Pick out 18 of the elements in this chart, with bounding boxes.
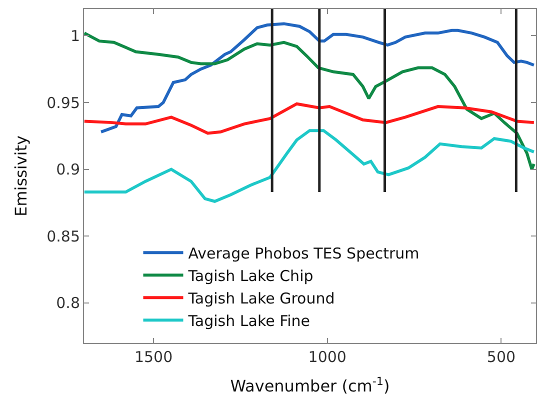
y-tick-label: 0.8 [56,294,80,312]
legend-label: Tagish Lake Fine [187,312,310,330]
legend-label: Tagish Lake Chip [187,266,314,285]
line-series [84,102,536,135]
line-series [100,22,536,134]
x-tick-label: 1500 [134,348,173,366]
y-tick-label: 0.85 [46,227,80,246]
x-axis-title: Wavenumber (cm$^{-1}$) [230,374,390,396]
y-tick-label: 1 [70,26,80,45]
legend-label: Average Phobos TES Spectrum [188,244,420,262]
y-tick-label: 0.95 [46,94,80,112]
x-tick-label: 500 [486,348,516,366]
x-tick-label: 1000 [308,348,346,366]
line-series [84,32,536,171]
line-series [84,129,536,203]
legend-label: Tagish Lake Ground [187,289,335,308]
y-tick-label: 0.9 [56,160,80,179]
y-axis-title: Emissivity [11,136,30,216]
